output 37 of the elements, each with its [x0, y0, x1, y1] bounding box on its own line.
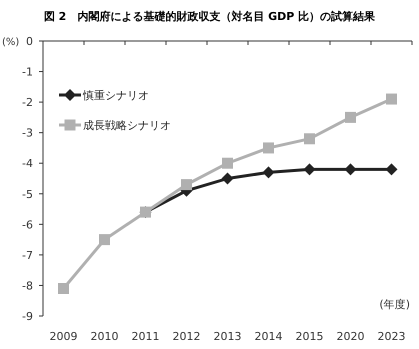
x-axis-title: (年度): [379, 298, 410, 311]
point: [304, 163, 316, 176]
point: [181, 179, 192, 190]
y-tick-label: -4: [22, 157, 33, 170]
point: [58, 283, 69, 294]
point: [222, 172, 234, 184]
x-tick-label: 2010: [90, 330, 118, 343]
x-tick-label: 2020: [336, 330, 364, 343]
point: [344, 163, 356, 176]
x-tick-label: 2015: [296, 330, 324, 343]
x-tick-label: 2012: [172, 330, 200, 343]
y-tick-label: -9: [22, 310, 33, 323]
y-tick-label: -3: [22, 126, 33, 140]
point: [222, 158, 233, 169]
point: [304, 133, 315, 144]
point: [386, 163, 398, 176]
y-tick-label: -2: [22, 96, 33, 110]
y-tick-label: -1: [22, 66, 33, 79]
title: 図 2 内閣府による基礎的財政収支（対名目 GDP 比）の試算結果: [44, 10, 376, 23]
x-tick-label: 2009: [50, 330, 78, 343]
point: [345, 112, 356, 123]
point: [262, 166, 274, 178]
legend-label: 慎重シナリオ: [82, 89, 149, 102]
y-tick-label: -6: [22, 218, 33, 232]
y-tick-label: 0: [26, 35, 33, 48]
x-tick-label: 2013: [214, 330, 242, 343]
x-tick-label: 2011: [132, 330, 160, 343]
legend-label: 成長戦略シナリオ: [83, 119, 171, 132]
point: [386, 94, 397, 105]
y-tick-label: -8: [22, 279, 33, 292]
y-tick-label: -5: [22, 188, 33, 201]
point: [99, 234, 110, 246]
point: [263, 142, 274, 154]
y-axis-title: (%): [2, 37, 20, 48]
x-tick-label: 2014: [254, 330, 282, 343]
y-tick-label: -7: [22, 248, 33, 262]
x-tick-label: 2023: [378, 330, 406, 343]
